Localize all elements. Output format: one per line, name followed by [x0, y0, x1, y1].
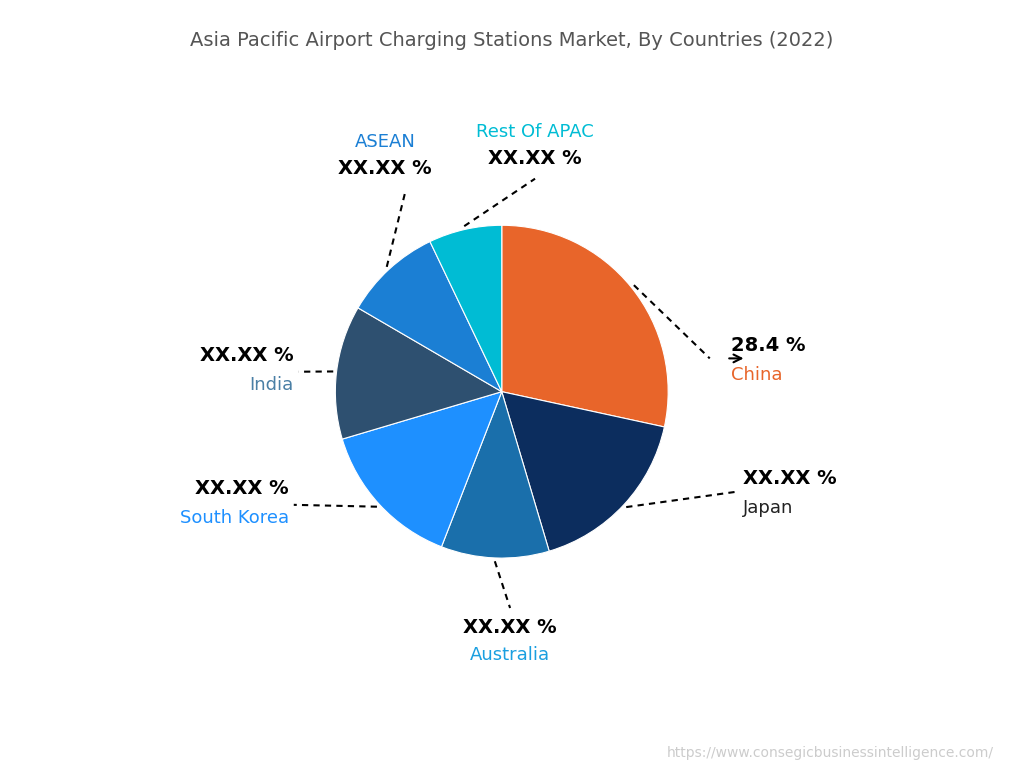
Text: XX.XX %: XX.XX % [488, 149, 582, 168]
Text: Japan: Japan [743, 499, 794, 517]
Text: https://www.consegicbusinessintelligence.com/: https://www.consegicbusinessintelligence… [667, 746, 993, 760]
Text: Asia Pacific Airport Charging Stations Market, By Countries (2022): Asia Pacific Airport Charging Stations M… [190, 31, 834, 50]
Wedge shape [502, 392, 665, 551]
Text: XX.XX %: XX.XX % [196, 478, 289, 498]
Wedge shape [358, 242, 502, 392]
Text: XX.XX %: XX.XX % [743, 468, 837, 488]
Text: India: India [250, 376, 294, 394]
Text: Australia: Australia [470, 646, 550, 664]
Wedge shape [441, 392, 549, 558]
Text: ASEAN: ASEAN [355, 133, 416, 151]
Wedge shape [342, 392, 502, 547]
Text: 28.4 %: 28.4 % [731, 336, 806, 355]
Text: South Korea: South Korea [179, 509, 289, 527]
Text: China: China [731, 366, 783, 384]
Text: Rest Of APAC: Rest Of APAC [476, 123, 594, 141]
Text: XX.XX %: XX.XX % [339, 159, 432, 178]
Wedge shape [336, 308, 502, 439]
Wedge shape [502, 225, 668, 427]
Text: XX.XX %: XX.XX % [200, 346, 294, 365]
Wedge shape [430, 225, 502, 392]
Text: XX.XX %: XX.XX % [463, 618, 557, 637]
